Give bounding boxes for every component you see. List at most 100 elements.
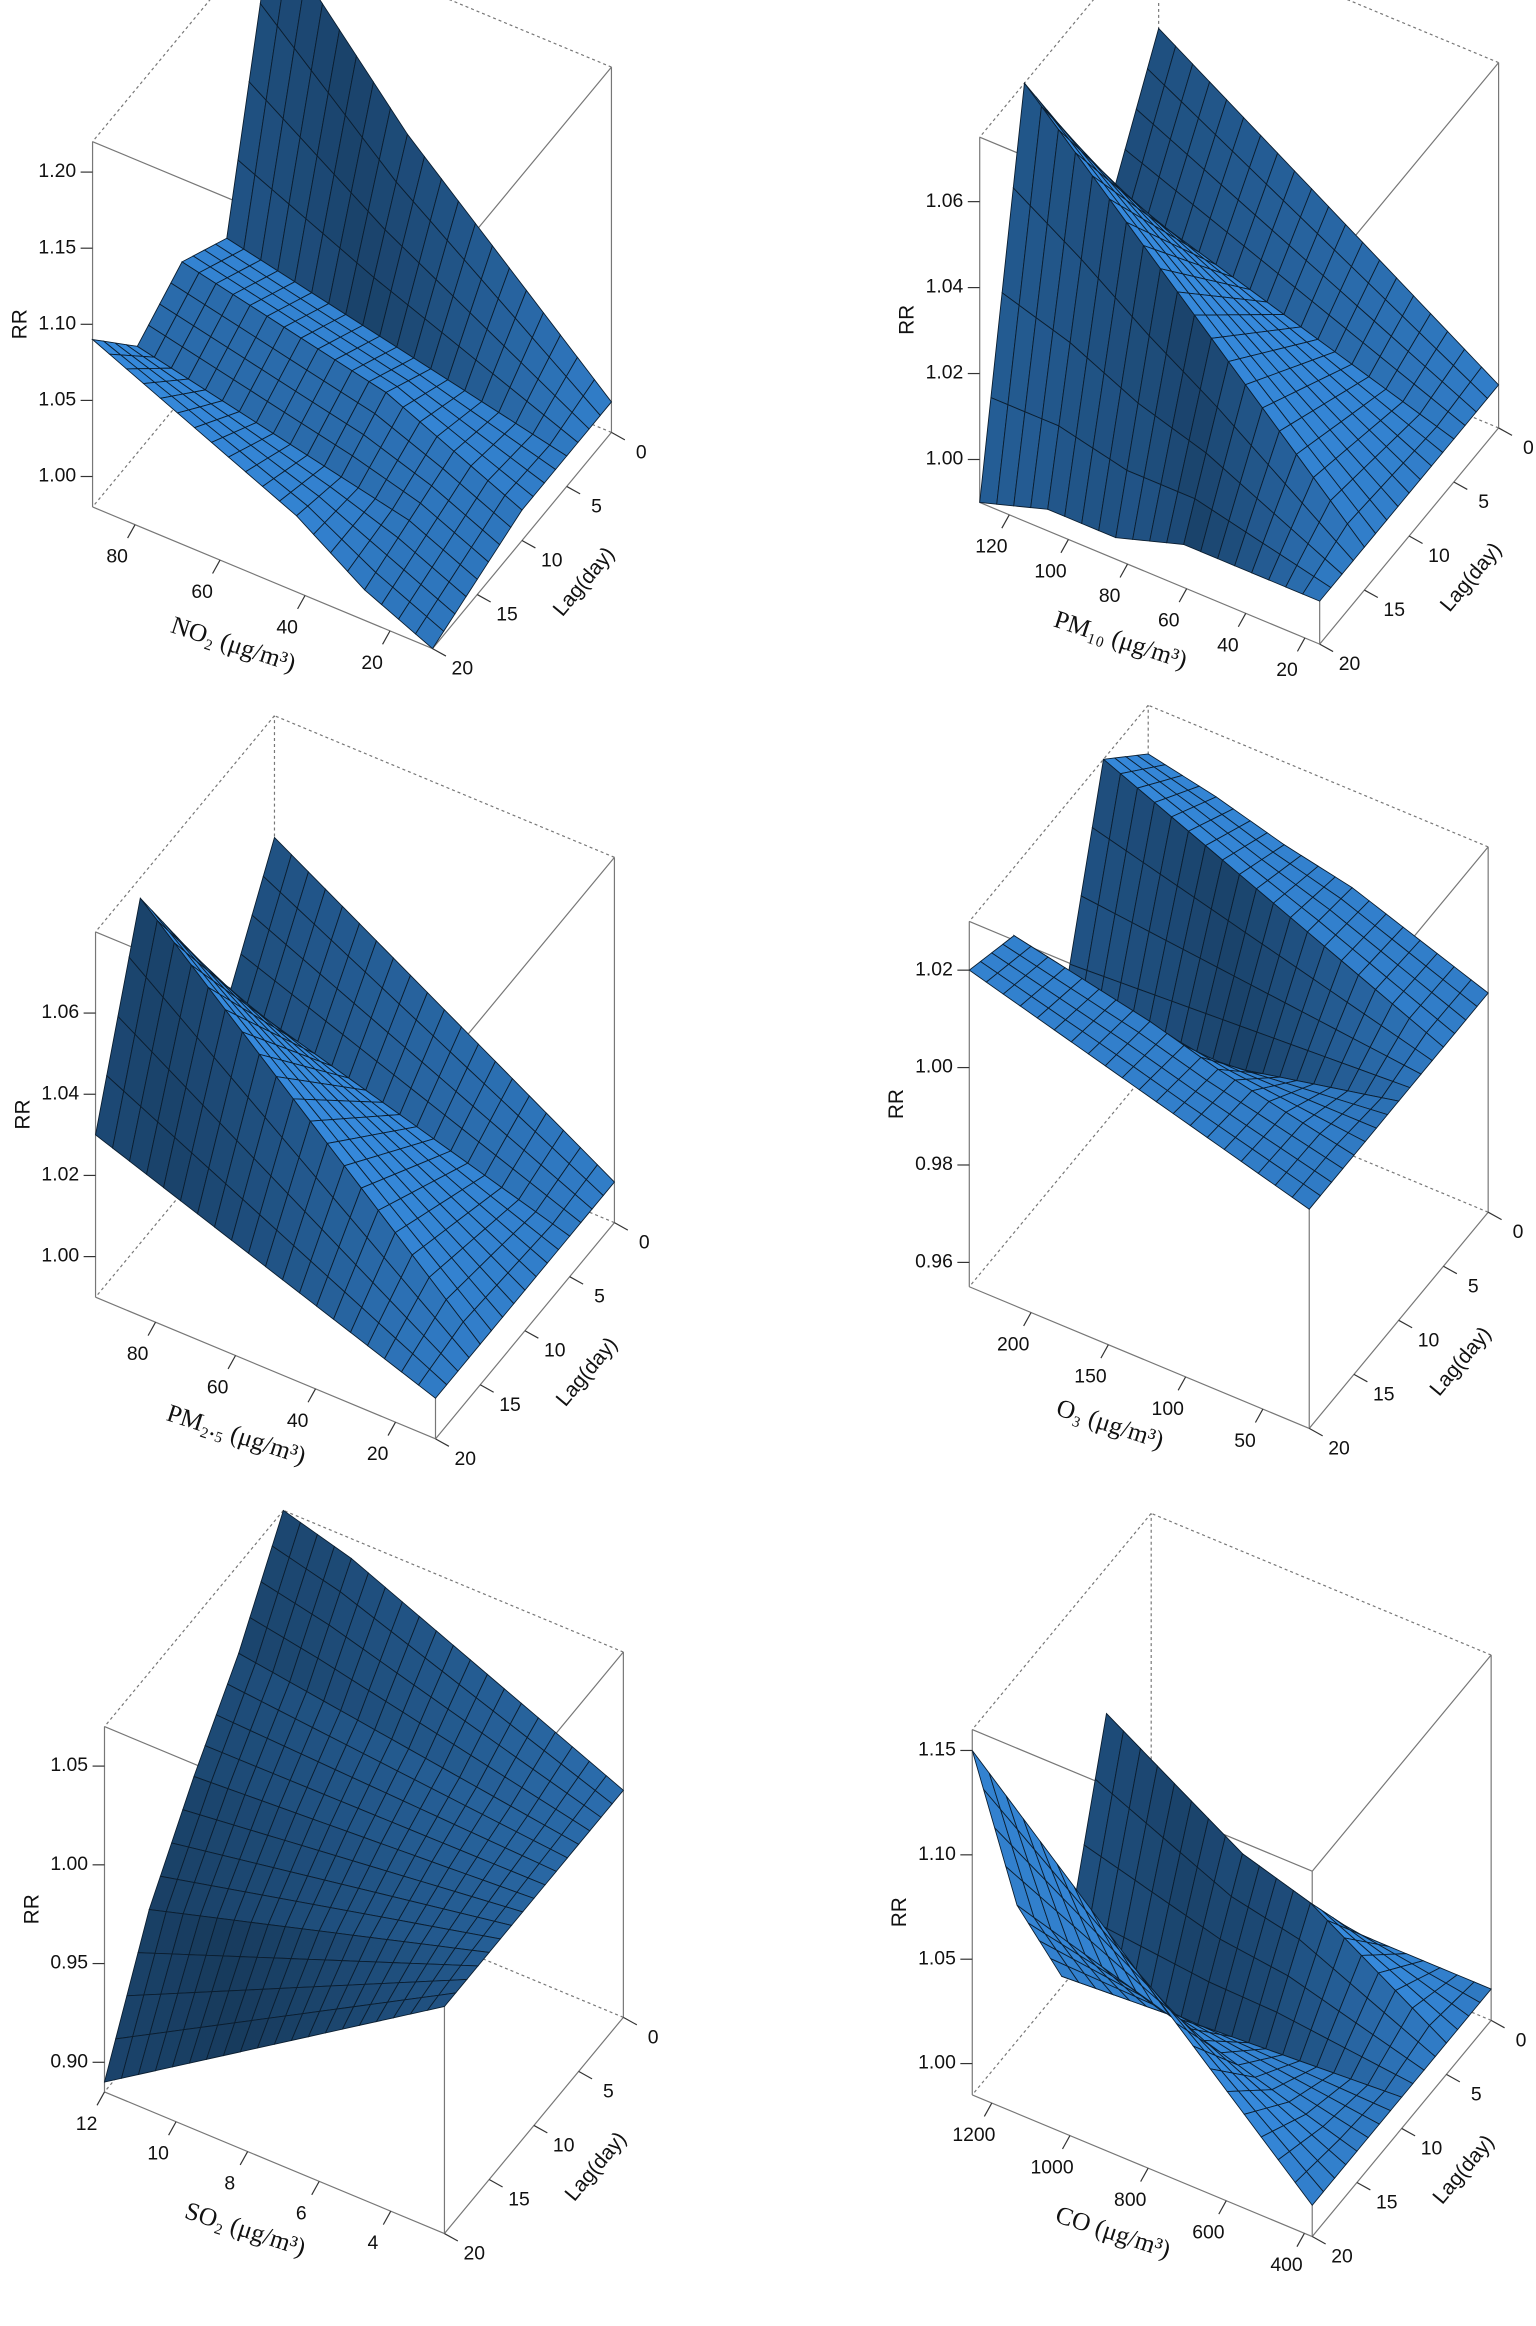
x-tick: [1100, 1344, 1109, 1359]
y-tick: [1487, 1211, 1502, 1221]
y-tick: [1364, 589, 1379, 599]
x-tick: [1178, 588, 1188, 603]
x-tick: [297, 595, 306, 610]
y-tick-label: 20: [452, 658, 474, 680]
y-tick-label: 10: [544, 1340, 566, 1362]
x-tick: [1119, 563, 1129, 578]
box-edge: [1147, 704, 1489, 848]
y-tick-label: 10: [541, 549, 563, 571]
z-tick-label: 1.15: [38, 236, 76, 258]
box-edge: [95, 1296, 436, 1440]
z-tick-label: 1.00: [38, 465, 76, 487]
x-tick: [1296, 2232, 1305, 2247]
z-tick-label: 1.02: [41, 1164, 79, 1186]
surface-panel: 50 100 150 200 0 5 10 15 20 0.96 0.98 1.00 1.02 O₃ (μ…: [885, 704, 1524, 1459]
box-edge: [979, 501, 1320, 645]
x-tick-label: 40: [287, 1410, 309, 1432]
surface-facet: [1291, 1183, 1322, 1210]
y-tick-label: 0: [1516, 2029, 1527, 2051]
y-tick: [1356, 2181, 1371, 2191]
y-tick-label: 20: [1331, 2246, 1353, 2268]
x-tick-label: 60: [207, 1376, 229, 1398]
box-edge: [448, 0, 612, 68]
box-edge: [979, 0, 1095, 138]
y-tick-label: 5: [1478, 491, 1489, 513]
surface-panel: 400 600 800 1000 1200 0 5 10 15 20 1.00 1.05 1.10 1.1…: [888, 1512, 1527, 2276]
y-tick-label: 20: [455, 1448, 477, 1470]
y-tick: [1308, 1427, 1323, 1437]
z-tick-label: 1.20: [38, 160, 76, 182]
z-tick-label: 0.98: [915, 1153, 953, 1175]
x-tick-label: 6: [296, 2202, 307, 2224]
z-axis-title: RR: [885, 1089, 908, 1119]
y-tick-label: 15: [1376, 2191, 1398, 2213]
y-tick: [1498, 427, 1513, 436]
x-tick-label: 400: [1270, 2254, 1303, 2276]
y-tick-label: 20: [463, 2243, 485, 2265]
x-tick-label: 600: [1192, 2222, 1225, 2244]
y-tick: [432, 648, 447, 657]
y-tick-label: 20: [1328, 1437, 1350, 1459]
y-tick: [1446, 2073, 1461, 2083]
x-tick: [127, 524, 136, 539]
y-tick-label: 0: [639, 1232, 650, 1254]
x-tick: [96, 2091, 106, 2106]
y-tick: [1453, 481, 1468, 490]
z-tick-label: 0.95: [50, 1952, 88, 1974]
x-tick: [1001, 514, 1010, 529]
x-tick: [387, 1421, 397, 1436]
x-tick-label: 80: [1099, 585, 1121, 607]
box-edge: [95, 715, 275, 933]
y-tick: [533, 2124, 548, 2134]
x-tick-label: 40: [1217, 634, 1239, 656]
y-tick: [578, 2070, 593, 2080]
box-edge: [972, 2094, 1313, 2238]
x-axis-title: SO₂ (μg/m³): [182, 2197, 310, 2262]
x-tick-label: 100: [1152, 1398, 1185, 1420]
box-edge: [968, 704, 1149, 922]
x-tick-label: 1000: [1031, 2157, 1074, 2179]
z-tick-label: 1.06: [41, 1001, 79, 1023]
y-tick: [569, 1276, 584, 1285]
x-tick-label: 4: [367, 2232, 378, 2254]
y-tick: [611, 431, 626, 441]
y-tick: [521, 539, 536, 549]
y-tick-label: 15: [1383, 599, 1405, 621]
x-tick-label: 40: [276, 616, 298, 638]
x-tick-label: 120: [975, 536, 1008, 558]
z-tick-label: 1.00: [41, 1245, 79, 1267]
y-tick: [1398, 1319, 1413, 1329]
y-tick-label: 0: [636, 441, 647, 463]
x-tick: [382, 630, 391, 645]
y-tick-label: 0: [1523, 437, 1534, 459]
x-tick-label: 200: [997, 1333, 1030, 1355]
z-tick-label: 1.00: [915, 1056, 953, 1078]
x-tick-label: 100: [1034, 560, 1067, 582]
y-tick-label: 0: [1513, 1221, 1524, 1243]
y-tick: [1319, 643, 1334, 653]
y-tick: [566, 485, 581, 495]
surface-facet: [1302, 575, 1332, 602]
x-tick-label: 60: [191, 581, 213, 603]
x-tick: [1254, 1408, 1264, 1423]
x-tick-label: 12: [76, 2113, 98, 2135]
z-tick-label: 1.00: [918, 2052, 956, 2074]
y-tick: [614, 1222, 629, 1231]
x-tick: [1296, 637, 1306, 652]
box-edge: [274, 715, 615, 858]
y-tick-label: 5: [1468, 1275, 1479, 1297]
z-axis-title: RR: [20, 1894, 43, 1924]
x-tick-label: 8: [224, 2172, 235, 2194]
x-tick-label: 800: [1114, 2189, 1147, 2211]
y-tick-label: 15: [496, 604, 518, 626]
box-edge: [92, 506, 433, 650]
surface-panel: 4 6 8 10 12 0 5 10 15 20 0.90 0.95 1.00 1.05 SO₂ (μg/m…: [20, 1509, 659, 2265]
y-tick-label: 5: [591, 495, 602, 517]
y-tick-label: 5: [603, 2080, 614, 2102]
box-edge: [92, 290, 272, 508]
x-tick-label: 80: [106, 546, 128, 568]
y-tick: [479, 1384, 494, 1393]
y-tick: [1353, 1373, 1368, 1383]
